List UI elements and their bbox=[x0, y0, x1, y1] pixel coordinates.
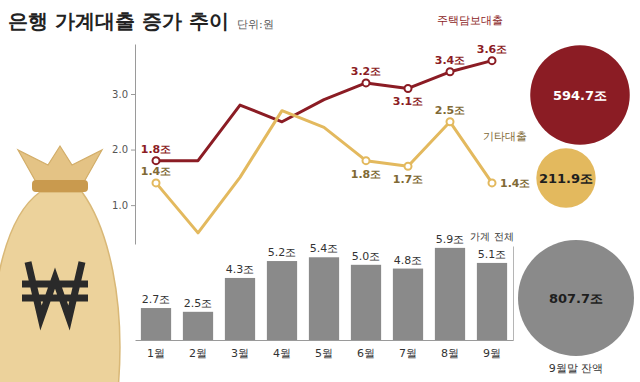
bar-label: 5.9조 bbox=[436, 233, 465, 246]
x-tick-label: 5월 bbox=[315, 347, 333, 360]
data-labels: 2.7조 2.5조 4.3조 5.2조 5.4조 5.0조 4.8조 5.9조 5.1조 1.8조… bbox=[141, 43, 531, 310]
y-axis-line bbox=[135, 45, 136, 245]
bar-label: 4.8조 bbox=[394, 254, 423, 267]
balance-label: 807.7조 bbox=[549, 291, 603, 306]
line-label: 1.7조 bbox=[393, 173, 424, 186]
x-tick-label: 4월 bbox=[273, 347, 291, 360]
line-marker bbox=[489, 179, 496, 186]
bar bbox=[393, 269, 423, 340]
x-tick: 9월 bbox=[483, 347, 501, 360]
line-label: 3.2조 bbox=[351, 65, 382, 78]
line-marker bbox=[363, 157, 370, 164]
balance-label: 594.7조 bbox=[553, 88, 607, 103]
x-tick: 1월 bbox=[147, 347, 165, 360]
bars bbox=[141, 248, 507, 340]
x-tick-label: 8월 bbox=[441, 347, 459, 360]
x-tick-label: 3월 bbox=[231, 347, 249, 360]
balance-label: 211.9조 bbox=[539, 171, 593, 186]
y2-axis bbox=[513, 247, 514, 341]
y-tick-mark bbox=[131, 150, 135, 151]
bar bbox=[267, 261, 297, 340]
x-tick-label: 7월 bbox=[399, 347, 417, 360]
bar bbox=[435, 248, 465, 340]
bar-label: 5.2조 bbox=[268, 246, 297, 259]
series-name: 주택담보대출 bbox=[437, 14, 503, 27]
chart: 은행 가계대출 증가 추이 단위:원 1.0 2.0 3.0 1월 2월 3월 4월 5월 6월 7월… bbox=[0, 0, 640, 382]
lines bbox=[153, 57, 496, 233]
bar-label: 4.3조 bbox=[226, 263, 255, 276]
bar-label: 5.4조 bbox=[310, 242, 339, 255]
line-label: 3.6조 bbox=[477, 43, 508, 56]
bar bbox=[351, 265, 381, 340]
line-marker bbox=[405, 163, 412, 170]
y-axis: 1.0 2.0 3.0 bbox=[112, 45, 135, 245]
bar-label: 5.1조 bbox=[478, 248, 507, 261]
bag-body bbox=[0, 192, 120, 382]
bar-label: 5.0조 bbox=[352, 250, 381, 263]
balance-title: 9월말 잔액 bbox=[549, 362, 604, 375]
line-label: 1.8조 bbox=[141, 143, 172, 156]
x-tick: 3월 bbox=[231, 347, 249, 360]
balances: 594.7조 211.9조 807.7조 9월말 잔액 bbox=[518, 45, 634, 375]
x-tick: 8월 bbox=[441, 347, 459, 360]
line-marker bbox=[447, 118, 454, 125]
x-tick-label: 9월 bbox=[483, 347, 501, 360]
money-bag-icon bbox=[0, 146, 120, 382]
balance-circle bbox=[518, 240, 634, 356]
y-tick-label: 2.0 bbox=[112, 144, 128, 155]
y-tick-mark bbox=[131, 205, 135, 206]
x-tick: 7월 bbox=[399, 347, 417, 360]
line bbox=[156, 61, 492, 161]
x-tick: 5월 bbox=[315, 347, 333, 360]
line-label: 3.4조 bbox=[435, 54, 466, 67]
line-label: 1.4조 bbox=[141, 165, 172, 178]
title: 은행 가계대출 증가 추이 bbox=[8, 9, 229, 33]
subtitle: 단위:원 bbox=[237, 18, 274, 31]
y-tick-label: 3.0 bbox=[112, 89, 128, 100]
x-tick-label: 1월 bbox=[147, 347, 165, 360]
y-tick-mark bbox=[131, 94, 135, 95]
line-marker bbox=[363, 79, 370, 86]
bar bbox=[309, 257, 339, 340]
line-marker bbox=[447, 68, 454, 75]
y-tick: 2.0 bbox=[112, 144, 135, 155]
bar bbox=[477, 263, 507, 340]
line-label: 1.8조 bbox=[351, 168, 382, 181]
line-label: 1.4조 bbox=[500, 177, 531, 190]
bar bbox=[225, 278, 255, 340]
x-axis: 1월 2월 3월 4월 5월 6월 7월 8월 9월 bbox=[136, 341, 514, 360]
line-marker bbox=[489, 57, 496, 64]
line-marker bbox=[405, 85, 412, 92]
bar bbox=[141, 308, 171, 340]
x-tick: 4월 bbox=[273, 347, 291, 360]
series-name: 기타대출 bbox=[483, 130, 527, 143]
line-label: 3.1조 bbox=[393, 95, 424, 108]
bag-tie bbox=[32, 180, 88, 192]
bar bbox=[183, 312, 213, 340]
y-tick: 3.0 bbox=[112, 89, 135, 100]
line bbox=[156, 111, 492, 233]
y-tick: 1.0 bbox=[112, 200, 135, 211]
y2-axis-line bbox=[513, 247, 514, 341]
balance-circle bbox=[530, 45, 630, 145]
line-marker bbox=[153, 157, 160, 164]
line-marker bbox=[153, 179, 160, 186]
x-tick-label: 2월 bbox=[189, 347, 207, 360]
bar-label: 2.5조 bbox=[184, 297, 213, 310]
won-sign bbox=[22, 262, 88, 318]
x-tick: 2월 bbox=[189, 347, 207, 360]
balance-circle bbox=[536, 148, 595, 207]
bag-top bbox=[18, 146, 102, 182]
x-tick: 6월 bbox=[357, 347, 375, 360]
x-tick-label: 6월 bbox=[357, 347, 375, 360]
series-name: 가계 전체 bbox=[470, 231, 513, 242]
line-label: 2.5조 bbox=[435, 104, 466, 117]
bar-label: 2.7조 bbox=[142, 293, 171, 306]
y-tick-label: 1.0 bbox=[112, 200, 128, 211]
x-axis-line bbox=[136, 340, 514, 341]
